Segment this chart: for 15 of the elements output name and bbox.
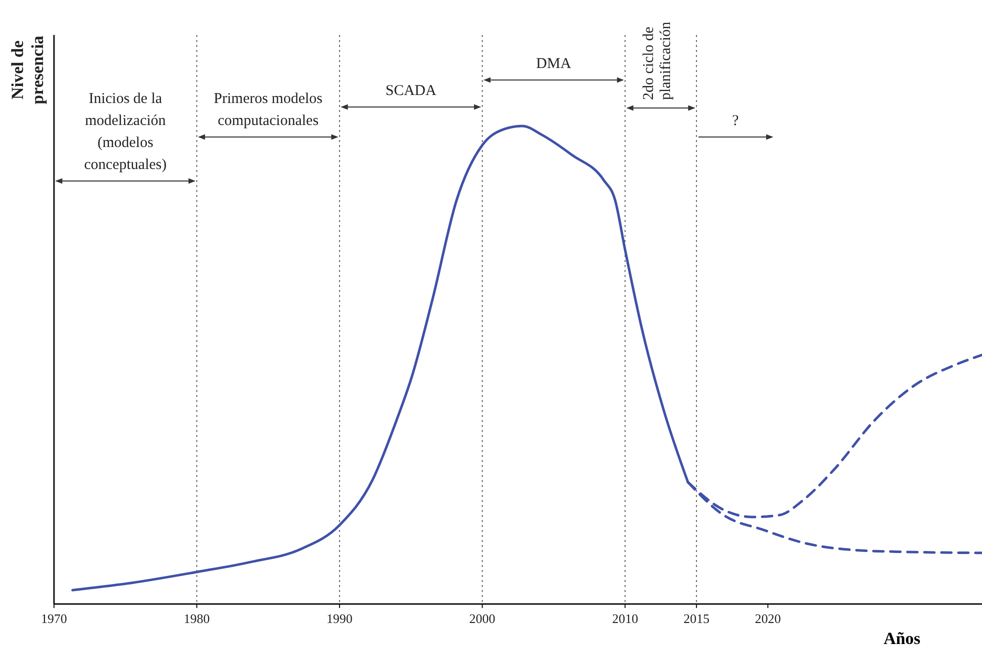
x-axis-title: Años xyxy=(884,629,921,648)
x-tick-label: 2010 xyxy=(612,611,638,626)
x-tick-label: 2020 xyxy=(754,611,781,626)
x-tick-label: 2000 xyxy=(469,611,496,626)
x-tick-label: 1990 xyxy=(326,611,353,626)
text: 2do ciclo de planificación xyxy=(640,21,674,100)
x-tick-label: 1980 xyxy=(184,611,210,626)
annotation: Primeros modelos computacionales xyxy=(214,91,323,129)
text: SCADA xyxy=(385,83,437,99)
text: DMA xyxy=(536,56,572,72)
x-tick-label: 2015 xyxy=(683,611,710,626)
y-axis-title: Nivel de presencia xyxy=(8,35,47,104)
annotation: Inicios de la modelización (modelos conceptuales) xyxy=(84,91,167,173)
x-tick-label: 1970 xyxy=(41,611,67,626)
annotation: ? xyxy=(732,113,740,129)
